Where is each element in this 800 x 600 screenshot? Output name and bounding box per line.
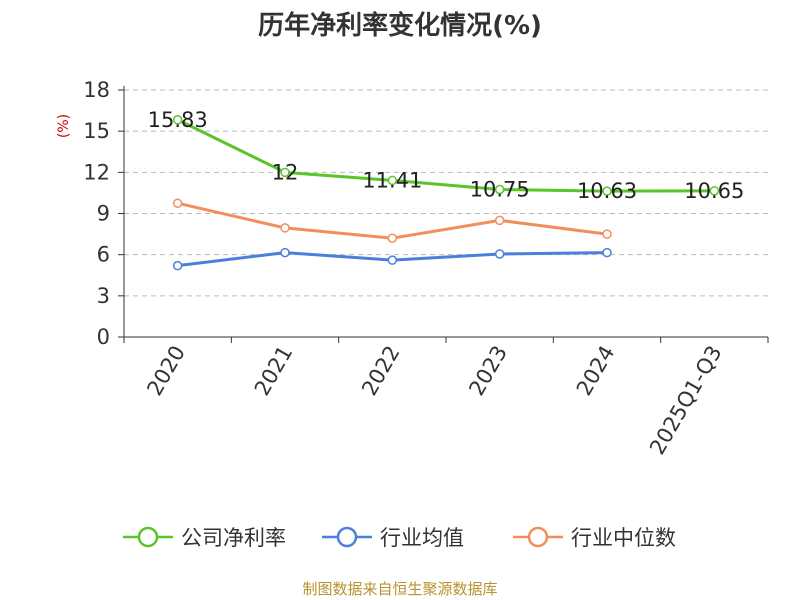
legend-item-1[interactable]: 行业均值 bbox=[322, 526, 464, 550]
series-line-0 bbox=[177, 118, 715, 193]
legend-label: 公司净利率 bbox=[181, 526, 286, 550]
series-line-2 bbox=[177, 201, 608, 240]
data-point-2 bbox=[172, 198, 183, 208]
data-label: 10.63 bbox=[577, 179, 637, 203]
x-tick-label: 2024 bbox=[572, 342, 620, 400]
y-tick-label: 3 bbox=[97, 284, 110, 308]
data-point-1 bbox=[494, 249, 505, 259]
y-tick-label: 12 bbox=[83, 160, 110, 184]
y-tick-label: 6 bbox=[97, 243, 110, 267]
data-point-0 bbox=[172, 115, 183, 125]
axes: 0 3 6 9 12 15 18 2020 2021 2022 2023 2024 2025Q1-Q3 bbox=[83, 78, 769, 459]
legend-item-2[interactable]: 行业中位数 bbox=[513, 526, 676, 550]
y-tick-label: 9 bbox=[97, 202, 110, 226]
source-note: 制图数据来自恒生聚源数据库 bbox=[302, 580, 497, 598]
data-point-0 bbox=[387, 175, 398, 186]
legend-label: 行业中位数 bbox=[571, 526, 676, 550]
data-point-1 bbox=[172, 260, 183, 271]
y-tick-label: 0 bbox=[97, 325, 110, 349]
x-tick-label: 2023 bbox=[464, 341, 512, 399]
data-point-2 bbox=[494, 215, 505, 226]
x-tick-label: 2021 bbox=[250, 342, 298, 400]
data-point-1 bbox=[280, 247, 290, 258]
data-point-1 bbox=[602, 247, 612, 258]
legend-item-0[interactable]: 公司净利率 bbox=[123, 526, 286, 550]
legend-marker bbox=[527, 526, 549, 548]
grid-lines bbox=[124, 89, 768, 297]
data-point-0 bbox=[602, 186, 612, 196]
x-tick-label: 2022 bbox=[357, 342, 405, 400]
data-point-0 bbox=[709, 186, 720, 196]
x-tick-label: 2020 bbox=[142, 342, 190, 400]
data-labels: 15.83 12 11.41 10.75 10.63 10.65 bbox=[148, 108, 745, 203]
series-lines bbox=[172, 115, 720, 271]
data-point-1 bbox=[387, 255, 398, 265]
data-point-2 bbox=[280, 223, 290, 233]
legend[interactable]: 公司净利率 行业均值 行业中位数 bbox=[123, 526, 676, 550]
data-label: 12 bbox=[272, 160, 299, 184]
data-label: 15.83 bbox=[148, 108, 208, 132]
data-point-2 bbox=[602, 229, 612, 239]
y-tick-label: 18 bbox=[83, 78, 110, 102]
legend-label: 行业均值 bbox=[380, 526, 464, 550]
data-label: 10.75 bbox=[470, 177, 530, 201]
y-axis-label: (%) bbox=[56, 114, 72, 138]
y-tick-label: 15 bbox=[83, 119, 110, 143]
data-point-2 bbox=[387, 233, 398, 243]
data-point-0 bbox=[280, 167, 290, 178]
data-label: 10.65 bbox=[684, 179, 744, 203]
legend-marker bbox=[336, 526, 358, 548]
data-point-0 bbox=[494, 184, 505, 195]
x-tick-label: 2025Q1-Q3 bbox=[645, 342, 727, 459]
chart-title: 历年净利率变化情况(%) bbox=[258, 10, 542, 41]
legend-marker bbox=[137, 526, 159, 548]
data-label: 11.41 bbox=[362, 168, 422, 192]
